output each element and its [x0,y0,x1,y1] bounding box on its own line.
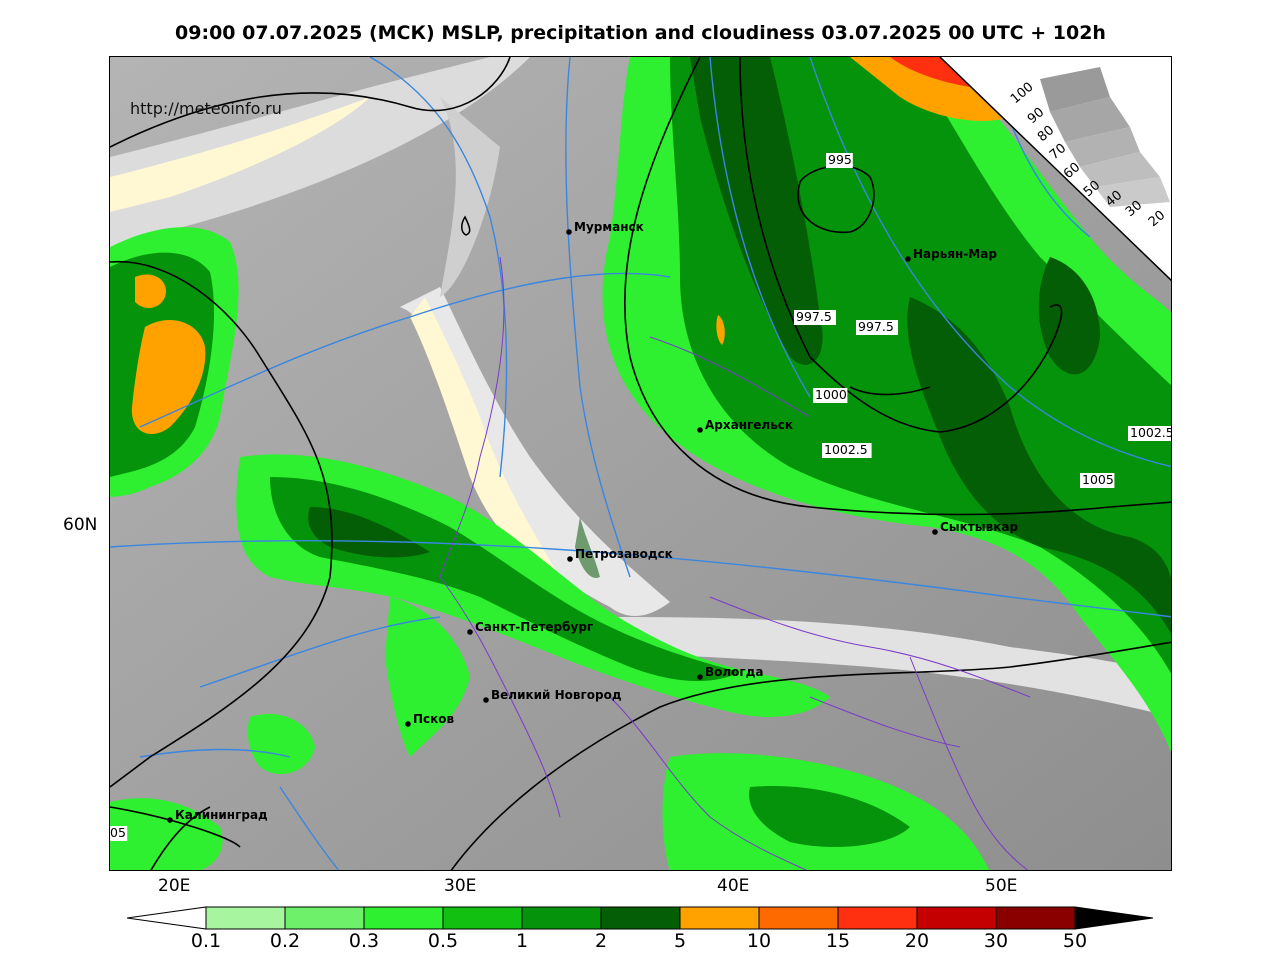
precipitation-area [716,315,725,345]
colorbar-segment [679,906,760,930]
city-label: Псков [413,712,455,726]
forecast-map[interactable]: http://meteoinfo.ru 100 90 80 70 60 50 40 30 20 … [109,56,1172,871]
precipitation-area [850,57,1010,121]
colorbar-segment [600,906,681,930]
isobar-labels: 995 997.5 997.5 1000 1002.5 1002.5 1005 05 [110,152,1172,841]
city-layer: Мурманск Нарьян-Мар Архангельск Сыктывкар Пе… [167,220,1018,823]
precipitation-area [690,57,823,365]
isobar-label: 995 [828,152,852,167]
isobar-label: 997.5 [796,309,832,324]
precipitation-area [247,713,315,775]
colorbar-label: 0.2 [269,930,301,952]
longitude-label: 20E [158,876,191,896]
city-marker [697,427,703,433]
precipitation-area [1038,257,1100,375]
colorbar-label: 2 [594,930,608,952]
isobar-label-bg [110,826,128,841]
city-marker [566,229,572,235]
city-label: Нарьян-Мар [913,247,997,261]
isobar-label: 05 [110,825,126,840]
city-marker [932,529,938,535]
city-marker [167,817,173,823]
colorbar-segment [521,906,602,930]
map-title: 09:00 07.07.2025 (МСК) MSLP, precipitati… [175,22,1106,44]
precipitation-area [385,597,470,757]
precipitation-area [749,786,910,847]
lake-onega [575,517,600,578]
city-label: Архангельск [705,418,793,432]
isobar-label: 1002.5 [1130,425,1172,440]
colorbar-label: 15 [825,930,851,952]
cloud-light-band [440,97,500,297]
isobar-label: 1000 [815,387,847,402]
colorbar-segment [363,906,444,930]
city-marker [697,674,703,680]
borders [439,57,1171,870]
colorbar-label: 20 [904,930,930,952]
cloud-scale-edge [939,57,1171,282]
isobar-label-bg [1128,426,1171,441]
isobar-label: 997.5 [858,319,894,334]
city-label: Петрозаводск [575,547,673,561]
colorbar-label: 1 [515,930,529,952]
cloud-light-band [400,287,670,617]
colorbar-segment [837,906,918,930]
precipitation-area [890,57,970,87]
colorbar-max-arrow [1074,906,1154,930]
graticule [110,57,1171,870]
watermark-url: http://meteoinfo.ru [130,99,282,118]
longitude-label: 30E [444,876,477,896]
lake-outline [461,215,471,236]
longitude-label: 50E [985,876,1018,896]
cloud-light-band [110,57,530,247]
isobar-label-bg [1080,473,1115,488]
city-marker [905,256,911,262]
colorbar-segment [995,906,1076,930]
colorbar-label: 30 [983,930,1009,952]
colorbar-min-arrow [126,906,207,930]
city-label: Великий Новгород [491,688,622,702]
cloud-light-band [590,617,1171,717]
cloud-scale [1040,67,1170,207]
city-marker [467,629,473,635]
isobar-label-bg [856,320,898,335]
colorbar-label: 0.3 [348,930,380,952]
isobars [110,57,1171,870]
colorbar-label: 0.5 [427,930,459,952]
isobar-label: 1005 [1082,472,1114,487]
city-label: Калининград [175,808,268,822]
colorbar-label: 50 [1062,930,1088,952]
precipitation-area [308,507,430,558]
precipitation-area [907,297,1171,634]
isobar-label-bg [822,443,872,458]
colorbar-segment [284,906,365,930]
precipitation-area [135,274,166,309]
isobar-label-bg [813,388,848,403]
colorbar-label: 5 [673,930,687,952]
clear-sky-area [110,97,370,212]
colorbar-segment [205,906,286,930]
isobar-label-bg [826,153,853,168]
city-label: Санкт-Петербург [475,620,593,634]
isobar-label: 1002.5 [824,442,868,457]
city-label: Сыктывкар [940,520,1018,534]
colorbar-label: 10 [746,930,772,952]
city-marker [483,697,489,703]
city-label: Мурманск [574,220,644,234]
longitude-label: 40E [717,876,750,896]
isobar-label-bg [794,310,836,325]
city-marker [567,556,573,562]
city-marker [405,721,411,727]
colorbar-segment [442,906,523,930]
colorbar-label: 0.1 [190,930,222,952]
latitude-label: 60N [63,515,98,535]
colorbar-segment [916,906,997,930]
precipitation-colorbar [126,906,1154,930]
colorbar-segment [758,906,839,930]
city-label: Вологда [705,665,763,679]
